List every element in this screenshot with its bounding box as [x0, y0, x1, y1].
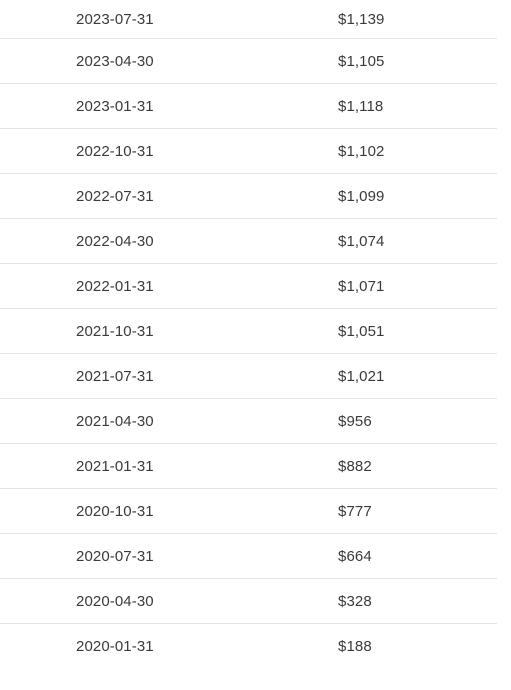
date-cell: 2022-01-31	[0, 263, 243, 309]
date-cell: 2022-10-31	[0, 128, 243, 174]
table-row: 2020-07-31 $664	[0, 533, 497, 579]
table-row: 2020-01-31 $188	[0, 624, 497, 669]
date-cell: 2021-01-31	[0, 443, 243, 489]
table-row: 2022-04-30 $1,074	[0, 218, 497, 264]
table-row: 2023-04-30 $1,105	[0, 38, 497, 84]
table-row: 2020-04-30 $328	[0, 578, 497, 624]
data-table: 2023-07-31 $1,139 2023-04-30 $1,105 2023…	[0, 0, 497, 669]
value-cell: $1,021	[243, 353, 497, 399]
value-cell: $956	[243, 398, 497, 444]
value-cell: $882	[243, 443, 497, 489]
date-cell: 2020-07-31	[0, 533, 243, 579]
value-cell: $1,071	[243, 263, 497, 309]
value-cell: $1,051	[243, 308, 497, 354]
table-row: 2020-10-31 $777	[0, 488, 497, 534]
table-row: 2022-01-31 $1,071	[0, 263, 497, 309]
table-row: 2023-07-31 $1,139	[0, 0, 497, 39]
value-cell: $1,139	[243, 0, 497, 39]
value-cell: $1,074	[243, 218, 497, 264]
table-row: 2021-10-31 $1,051	[0, 308, 497, 354]
value-cell: $1,102	[243, 128, 497, 174]
date-cell: 2021-07-31	[0, 353, 243, 399]
date-cell: 2023-07-31	[0, 0, 243, 39]
value-cell: $1,099	[243, 173, 497, 219]
table-row: 2021-04-30 $956	[0, 398, 497, 444]
date-cell: 2020-04-30	[0, 578, 243, 624]
date-cell: 2020-01-31	[76, 637, 154, 655]
value-cell: $1,105	[243, 38, 497, 84]
date-cell: 2023-01-31	[0, 83, 243, 129]
table-row: 2021-01-31 $882	[0, 443, 497, 489]
date-cell: 2022-04-30	[0, 218, 243, 264]
table-row: 2022-07-31 $1,099	[0, 173, 497, 219]
table-row: 2023-01-31 $1,118	[0, 83, 497, 129]
value-cell: $188	[338, 637, 372, 655]
table-row: 2022-10-31 $1,102	[0, 128, 497, 174]
date-cell: 2023-04-30	[0, 38, 243, 84]
table-row: 2021-07-31 $1,021	[0, 353, 497, 399]
value-cell: $328	[243, 578, 497, 624]
value-cell: $664	[243, 533, 497, 579]
date-cell: 2021-04-30	[0, 398, 243, 444]
value-cell: $1,118	[243, 83, 497, 129]
value-cell: $777	[243, 488, 497, 534]
date-cell: 2022-07-31	[0, 173, 243, 219]
date-cell: 2020-10-31	[0, 488, 243, 534]
date-cell: 2021-10-31	[0, 308, 243, 354]
